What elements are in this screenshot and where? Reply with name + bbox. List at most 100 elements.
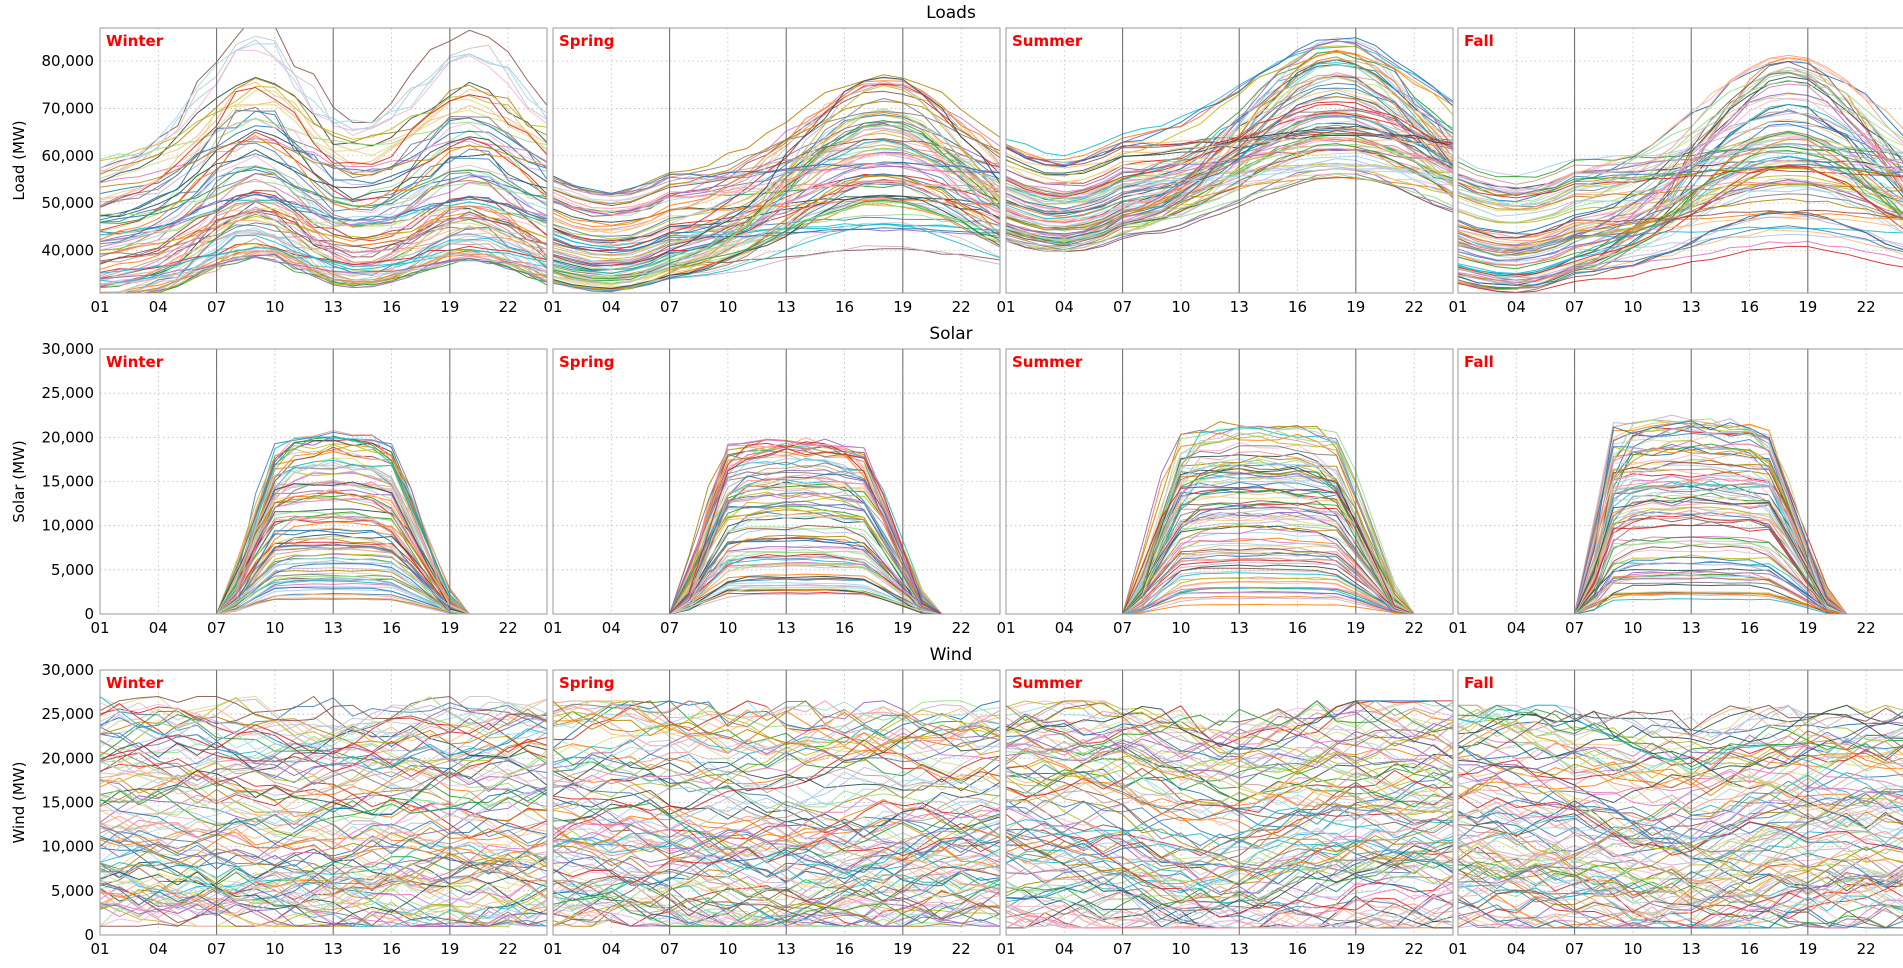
panel-wind-winter: Winter 01 04 07 10 13 16 19 22 [90, 669, 548, 958]
x-tick-label: 07 [207, 619, 226, 637]
series-line [553, 704, 1000, 754]
series-line [1458, 468, 1903, 614]
series-line [100, 142, 547, 245]
y-tick-label: 70,000 [42, 99, 95, 117]
series-line [100, 577, 547, 614]
series-line [100, 817, 547, 907]
series-line [100, 201, 547, 279]
x-tick-label: 07 [1113, 940, 1132, 958]
series-line [100, 865, 547, 927]
x-tick-label: 04 [1507, 298, 1526, 316]
series-line [553, 216, 1000, 242]
series-line [1006, 115, 1453, 203]
x-tick-label: 01 [543, 619, 562, 637]
x-tick-label: 22 [1857, 619, 1876, 637]
series-line [1458, 198, 1903, 247]
season-label: Fall [1464, 353, 1494, 371]
series-line [1458, 718, 1903, 779]
series-line [1458, 710, 1903, 829]
series-line [100, 443, 547, 614]
series-line [1006, 143, 1453, 244]
series-line [100, 535, 547, 614]
x-tick-label: 22 [1405, 298, 1424, 316]
series-line [553, 700, 1000, 737]
x-tick-label: 01 [90, 619, 109, 637]
series-line [100, 695, 547, 734]
series-line [553, 83, 1000, 216]
x-tick-label: 01 [90, 298, 109, 316]
series-line [553, 797, 1000, 844]
series-line [100, 493, 547, 614]
series-line [553, 524, 1000, 614]
series-line [100, 697, 547, 742]
series-line [553, 820, 1000, 881]
series-line [1006, 852, 1453, 929]
panel-solar-summer: Summer 01 04 07 10 13 16 19 22 [996, 348, 1454, 637]
series-line [100, 77, 547, 176]
series-line [553, 162, 1000, 216]
y-tick-label: 80,000 [42, 52, 95, 70]
x-tick-label: 16 [1288, 940, 1307, 958]
series-line [553, 802, 1000, 864]
series-line [100, 552, 547, 614]
row-title: Loads [926, 3, 976, 23]
series-line [100, 511, 547, 614]
series-line [1458, 145, 1903, 178]
series-group [1006, 421, 1453, 614]
x-tick-label: 19 [1346, 619, 1365, 637]
series-line [553, 773, 1000, 830]
series-line [1006, 167, 1453, 231]
series-line [100, 882, 547, 927]
series-line [1006, 39, 1453, 249]
series-group [1006, 37, 1453, 253]
series-line [100, 547, 547, 614]
series-line [1458, 721, 1903, 810]
series-line [1458, 240, 1903, 281]
series-line [1006, 700, 1453, 793]
panel-loads-fall: Fall 01 04 07 10 13 16 19 22 [1448, 27, 1903, 316]
series-line [1458, 464, 1903, 614]
series-line [100, 208, 547, 281]
series-line [1458, 181, 1903, 211]
series-line [100, 853, 547, 904]
series-line [553, 836, 1000, 927]
season-label: Fall [1464, 674, 1494, 692]
series-line [553, 724, 1000, 783]
series-line [100, 776, 547, 826]
x-tick-label: 04 [1507, 940, 1526, 958]
x-tick-label: 19 [893, 940, 912, 958]
series-line [1006, 700, 1453, 761]
season-label: Spring [559, 32, 615, 50]
x-tick-label: 13 [777, 940, 796, 958]
series-line [1006, 45, 1453, 157]
series-line [1458, 793, 1903, 844]
series-line [1458, 712, 1903, 778]
series-line [100, 211, 547, 285]
series-line [100, 513, 547, 614]
x-tick-label: 07 [660, 940, 679, 958]
series-line [553, 836, 1000, 884]
series-line [100, 470, 547, 614]
series-line [100, 165, 547, 251]
series-line [553, 870, 1000, 927]
series-line [100, 508, 547, 614]
series-line [1458, 765, 1903, 827]
x-tick-label: 16 [835, 940, 854, 958]
series-line [553, 732, 1000, 788]
series-line [1458, 732, 1903, 787]
series-line [100, 592, 547, 614]
x-tick-label: 22 [499, 619, 518, 637]
series-line [1458, 863, 1903, 895]
x-tick-label: 04 [602, 940, 621, 958]
series-line [100, 435, 547, 614]
series-group [553, 437, 1000, 614]
x-tick-label: 01 [1448, 940, 1467, 958]
series-line [1006, 820, 1453, 870]
series-line [1458, 478, 1903, 614]
series-line [553, 816, 1000, 887]
x-tick-label: 10 [1171, 940, 1190, 958]
y-axis-label: Load (MW) [10, 120, 28, 200]
x-tick-label: 10 [718, 940, 737, 958]
series-line [1458, 704, 1903, 763]
x-tick-label: 10 [1623, 619, 1642, 637]
